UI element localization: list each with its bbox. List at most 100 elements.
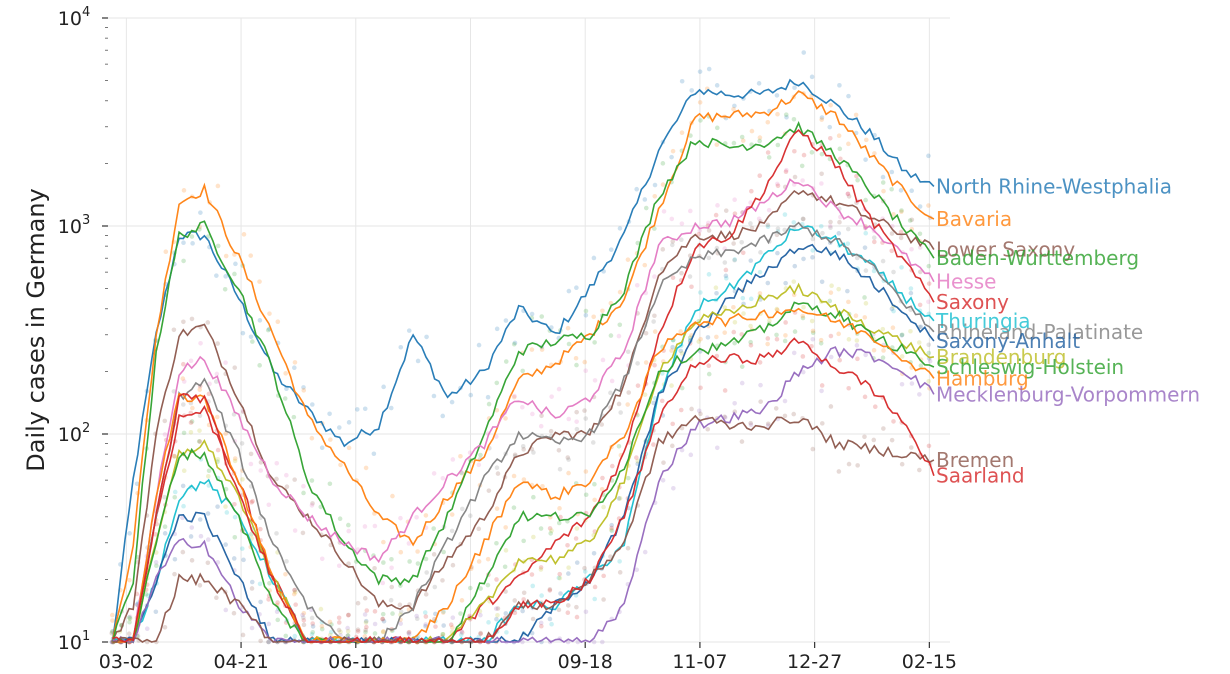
- data-point: [431, 393, 437, 399]
- data-point: [838, 156, 843, 162]
- data-point: [318, 606, 324, 612]
- data-point: [485, 582, 491, 588]
- data-point: [538, 565, 544, 570]
- data-point: [687, 208, 693, 214]
- data-point: [583, 308, 589, 314]
- data-point: [765, 222, 771, 228]
- data-point: [548, 428, 554, 434]
- data-point: [547, 616, 553, 622]
- data-point: [406, 541, 412, 546]
- data-point: [431, 526, 436, 531]
- data-point: [845, 241, 851, 246]
- data-point: [372, 609, 378, 614]
- data-point: [319, 445, 325, 450]
- data-point: [556, 520, 562, 526]
- data-point: [837, 83, 842, 88]
- data-point: [608, 390, 613, 396]
- data-point: [714, 445, 720, 451]
- data-point: [863, 301, 869, 306]
- data-point: [642, 262, 648, 268]
- data-point: [926, 379, 931, 384]
- data-point: [292, 477, 297, 482]
- x-tick-label: 11-07: [672, 651, 727, 673]
- data-point: [346, 420, 352, 425]
- data-point: [162, 494, 167, 500]
- data-point: [774, 336, 780, 342]
- data-point: [529, 572, 535, 577]
- data-point: [566, 416, 572, 422]
- data-point: [625, 545, 631, 551]
- data-point: [478, 612, 483, 618]
- data-point: [458, 632, 464, 638]
- data-point: [223, 274, 228, 279]
- data-point: [652, 329, 658, 334]
- data-point: [266, 502, 272, 508]
- data-point: [714, 353, 720, 359]
- data-point: [530, 616, 536, 622]
- data-point: [134, 481, 140, 487]
- data-point: [748, 323, 753, 329]
- data-point: [539, 413, 544, 419]
- data-point: [765, 421, 771, 427]
- data-point: [362, 406, 368, 412]
- data-point: [495, 613, 500, 618]
- data-point: [310, 402, 315, 407]
- data-point: [188, 534, 194, 539]
- data-point: [880, 258, 886, 264]
- data-point: [249, 586, 255, 591]
- data-point: [827, 223, 833, 229]
- data-point: [775, 142, 781, 148]
- data-point: [722, 305, 728, 310]
- data-point: [670, 275, 676, 280]
- data-point: [336, 620, 342, 625]
- data-point: [687, 274, 693, 279]
- data-point: [880, 180, 886, 185]
- data-point: [540, 484, 545, 489]
- data-point: [659, 398, 665, 404]
- data-point: [617, 322, 623, 328]
- data-point: [819, 279, 825, 285]
- data-point: [494, 380, 500, 386]
- data-point: [233, 261, 238, 267]
- data-point: [740, 250, 746, 256]
- data-point: [926, 203, 931, 208]
- data-point: [609, 528, 615, 534]
- data-point: [783, 169, 789, 175]
- data-point: [714, 83, 720, 88]
- data-point: [818, 223, 824, 229]
- data-point: [172, 556, 178, 562]
- data-point: [267, 311, 272, 316]
- data-point: [610, 463, 615, 469]
- data-point: [820, 230, 825, 236]
- data-point: [783, 333, 788, 338]
- data-point: [423, 622, 428, 627]
- data-point: [372, 631, 378, 636]
- data-point: [188, 358, 194, 364]
- data-point: [327, 481, 333, 487]
- data-point: [592, 378, 598, 383]
- data-point: [625, 349, 631, 355]
- series-label: Hamburg: [936, 366, 1029, 390]
- series-label: Bavaria: [936, 207, 1012, 231]
- data-point: [503, 525, 508, 530]
- data-point: [679, 447, 685, 453]
- data-point: [651, 319, 656, 324]
- data-point: [810, 248, 816, 253]
- data-point: [110, 618, 115, 623]
- data-point: [670, 242, 675, 248]
- data-point: [424, 570, 429, 575]
- data-point: [706, 363, 712, 369]
- data-point: [441, 609, 446, 614]
- data-point: [599, 486, 605, 492]
- data-point: [617, 559, 622, 564]
- data-point: [714, 290, 719, 296]
- data-point: [205, 560, 211, 566]
- data-point: [109, 612, 115, 618]
- data-point: [381, 384, 386, 390]
- data-point: [431, 552, 437, 557]
- data-point: [582, 359, 588, 365]
- data-point: [862, 315, 868, 320]
- data-point: [189, 558, 195, 563]
- series-line: [112, 221, 935, 644]
- data-point: [345, 612, 351, 618]
